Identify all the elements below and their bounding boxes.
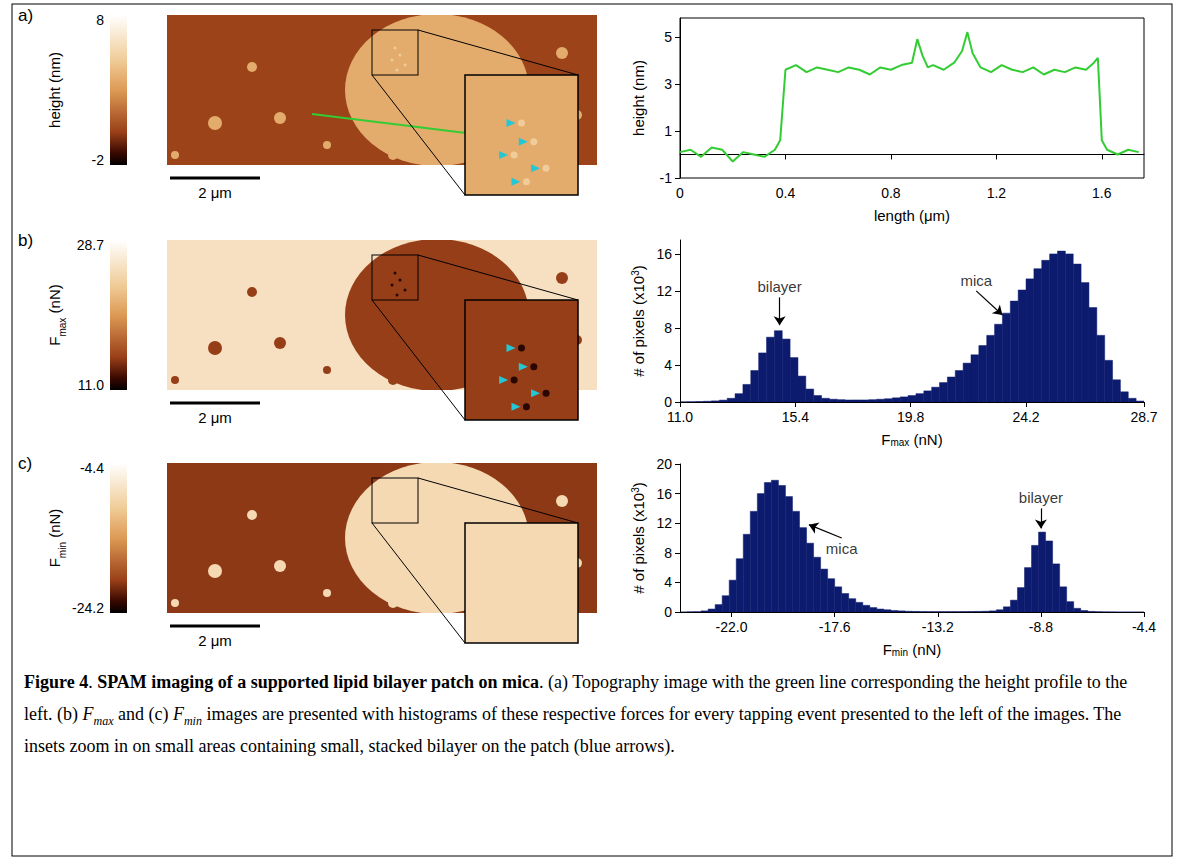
svg-text:1.2: 1.2	[987, 185, 1007, 201]
svg-text:F: F	[881, 431, 890, 448]
svg-text:15.4: 15.4	[782, 409, 809, 425]
svg-text:24.2: 24.2	[1012, 409, 1039, 425]
svg-text:16: 16	[656, 486, 672, 502]
svg-text:2 μm: 2 μm	[198, 409, 232, 426]
svg-text:19.8: 19.8	[897, 409, 924, 425]
svg-text:-13.2: -13.2	[922, 619, 954, 635]
svg-text:mica: mica	[826, 540, 858, 557]
svg-text:# of pixels (x10: # of pixels (x10	[630, 276, 647, 377]
svg-text:bilayer: bilayer	[758, 278, 802, 295]
svg-text:0: 0	[664, 394, 672, 410]
svg-text:3: 3	[630, 487, 641, 493]
svg-text:a): a)	[18, 6, 33, 25]
svg-text:12: 12	[656, 283, 672, 299]
svg-text:height (nm): height (nm)	[630, 60, 647, 136]
svg-text:4: 4	[664, 357, 672, 373]
svg-text:-4.4: -4.4	[80, 460, 104, 476]
svg-text:Fmin (nN): Fmin (nN)	[46, 509, 68, 568]
svg-text:-8.8: -8.8	[1029, 619, 1053, 635]
svg-text:0: 0	[664, 604, 672, 620]
svg-text:1: 1	[664, 123, 672, 139]
svg-text:11.0: 11.0	[78, 377, 104, 393]
svg-text:8: 8	[664, 545, 672, 561]
svg-text:-2: -2	[92, 152, 105, 168]
svg-text:-22.0: -22.0	[716, 619, 748, 635]
svg-text:0.8: 0.8	[881, 185, 901, 201]
svg-text:-4.4: -4.4	[1132, 619, 1156, 635]
svg-text:28.7: 28.7	[1130, 409, 1157, 425]
svg-text:28.7: 28.7	[77, 237, 104, 253]
svg-text:height (nm): height (nm)	[46, 52, 63, 128]
svg-text:2 μm: 2 μm	[198, 632, 232, 649]
svg-text:): )	[630, 482, 647, 487]
svg-text:0: 0	[676, 185, 684, 201]
svg-text:-1: -1	[660, 170, 673, 186]
svg-text:F: F	[883, 641, 892, 658]
svg-text:): )	[630, 265, 647, 270]
svg-text:b): b)	[18, 231, 33, 250]
svg-text:mica: mica	[960, 272, 992, 289]
svg-text:-17.6: -17.6	[819, 619, 851, 635]
svg-text:2 μm: 2 μm	[198, 184, 232, 201]
svg-text:length (μm): length (μm)	[874, 207, 950, 224]
svg-text:16: 16	[656, 246, 672, 262]
svg-text:1.6: 1.6	[1092, 185, 1112, 201]
svg-text:min: min	[892, 647, 908, 658]
svg-text:11.0: 11.0	[667, 409, 693, 425]
svg-text:4: 4	[664, 574, 672, 590]
svg-text:20: 20	[656, 456, 672, 472]
svg-text:0.4: 0.4	[776, 185, 796, 201]
svg-text:(nN): (nN)	[908, 641, 941, 658]
svg-text:12: 12	[656, 515, 672, 531]
svg-text:8: 8	[664, 320, 672, 336]
svg-text:Fmax (nN): Fmax (nN)	[46, 284, 68, 345]
svg-text:# of pixels (x10: # of pixels (x10	[630, 493, 647, 594]
svg-text:3: 3	[664, 76, 672, 92]
svg-text:5: 5	[664, 29, 672, 45]
svg-text:3: 3	[630, 270, 641, 276]
svg-text:(nN): (nN)	[909, 431, 942, 448]
svg-text:bilayer: bilayer	[1019, 489, 1063, 506]
svg-text:c): c)	[18, 454, 32, 473]
svg-text:-24.2: -24.2	[72, 600, 104, 616]
svg-text:max: max	[890, 437, 909, 448]
svg-text:8: 8	[96, 12, 104, 28]
html-text:Figure 4. SPAM imaging of a su: Figure 4. SPAM imaging of a supported li…	[24, 672, 1128, 756]
